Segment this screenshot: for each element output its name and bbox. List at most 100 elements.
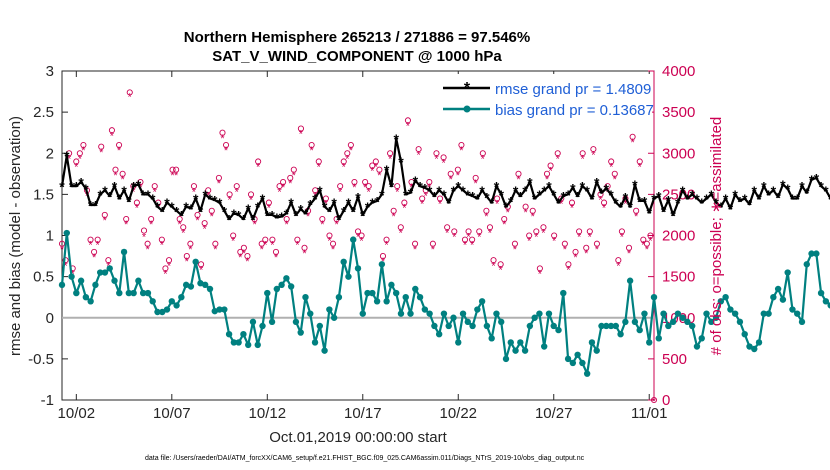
bias-point <box>488 335 495 342</box>
rmse-point: * <box>107 189 113 205</box>
obs-assimilated-marker: * <box>242 248 247 260</box>
bias-point <box>116 289 123 297</box>
obs-assimilated-marker: * <box>466 232 471 244</box>
rmse-point: * <box>331 195 337 211</box>
obs-possible-marker <box>522 203 529 210</box>
obs-assimilated-marker: * <box>128 92 133 104</box>
obs-possible-marker <box>183 253 190 260</box>
obs-possible-marker <box>483 207 490 214</box>
obs-possible-marker <box>486 224 494 231</box>
rmse-point: * <box>494 179 500 195</box>
obs-possible-marker <box>126 89 133 96</box>
obs-assimilated-marker: * <box>477 232 482 244</box>
rmse-point: * <box>742 191 748 207</box>
obs-possible-marker <box>212 240 219 247</box>
bias-point <box>679 314 686 321</box>
rmse-point: * <box>522 183 528 199</box>
obs-assimilated-marker: * <box>231 236 236 248</box>
bias-point <box>326 306 333 313</box>
bias-point <box>416 293 424 301</box>
rmse-point: * <box>503 199 509 215</box>
obs-assimilated-marker: * <box>92 252 97 264</box>
bias-point <box>435 331 443 338</box>
y-axis-right-label: # of obs: o=possible; ∗=assimilated <box>708 117 725 356</box>
obs-assimilated-marker: * <box>416 149 421 161</box>
rmse-point: * <box>231 206 237 222</box>
rmse-point: * <box>255 199 261 215</box>
obs-assimilated-marker: * <box>131 186 136 198</box>
rmse-point: * <box>97 187 103 203</box>
rmse-point: * <box>370 195 376 211</box>
obs-possible-marker <box>633 207 640 214</box>
obs-assimilated-marker: * <box>338 186 343 198</box>
obs-possible-marker <box>436 195 444 202</box>
obs-assimilated-marker: * <box>602 203 607 215</box>
obs-assimilated-marker: * <box>252 219 257 231</box>
obs-assimilated-marker: * <box>552 236 557 248</box>
obs-assimilated-marker: * <box>285 219 290 231</box>
obs-assimilated-marker: * <box>427 182 432 194</box>
rmse-point: * <box>556 195 562 211</box>
obs-assimilated-marker: * <box>260 244 265 256</box>
bias-point <box>550 322 557 330</box>
obs-possible-marker <box>515 170 522 177</box>
bias-point <box>564 355 572 363</box>
obs-possible-marker <box>283 215 290 223</box>
bias-point <box>168 298 176 305</box>
rmse-point: * <box>632 177 638 193</box>
rmse-point: * <box>126 193 132 209</box>
obs-assimilated-marker: * <box>367 186 372 198</box>
rmse-point: * <box>456 179 462 195</box>
bias-point <box>87 298 94 305</box>
bias-point <box>636 326 643 334</box>
rmse-point: * <box>618 199 624 215</box>
rmse-point: * <box>398 154 404 170</box>
obs-possible-marker <box>105 257 112 264</box>
rmse-point: * <box>408 185 414 201</box>
obs-possible-marker <box>529 207 536 214</box>
obs-possible-marker <box>329 240 337 247</box>
bias-point <box>431 322 438 330</box>
obs-possible-marker <box>226 191 233 198</box>
bias-point <box>660 310 667 317</box>
obs-possible-marker <box>394 183 401 190</box>
obs-assimilated-marker: * <box>178 219 183 231</box>
obs-possible-marker <box>647 232 654 239</box>
bias-point <box>283 275 290 282</box>
bias-point <box>402 293 409 301</box>
rmse-point: * <box>484 189 490 205</box>
rmse-point: * <box>551 187 557 203</box>
obs-assimilated-marker: * <box>388 153 393 165</box>
bias-point <box>712 314 720 321</box>
obs-assimilated-marker: * <box>267 203 272 215</box>
rmse-point: * <box>422 180 428 196</box>
bias-point <box>244 341 252 349</box>
obs-possible-marker <box>222 141 230 149</box>
bias-point <box>225 331 233 338</box>
obs-possible-marker <box>91 248 98 255</box>
bias-point <box>817 289 825 297</box>
obs-assimilated-marker: * <box>588 232 593 244</box>
bias-point <box>254 341 261 349</box>
obs-assimilated-marker: * <box>513 244 518 256</box>
obs-assimilated-marker: * <box>399 227 404 239</box>
obs-assimilated-marker: * <box>402 203 407 215</box>
obs-possible-marker <box>593 240 600 247</box>
rmse-point: * <box>245 201 251 217</box>
obs-assimilated-marker: * <box>81 145 86 157</box>
bias-point <box>794 310 801 317</box>
bias-point <box>235 339 242 346</box>
bias-point <box>92 281 99 289</box>
bias-point <box>631 318 639 326</box>
rmse-point: * <box>818 179 824 195</box>
obs-possible-marker <box>340 158 347 165</box>
obs-assimilated-marker: * <box>548 166 553 178</box>
bias-point <box>545 310 553 317</box>
obs-assimilated-marker: * <box>270 240 275 252</box>
data-file-footer: data file: /Users/raeder/DAI/ATM_forcXX/… <box>145 455 585 462</box>
rmse-point: * <box>360 207 366 223</box>
rmse-point: * <box>303 206 309 222</box>
obs-possible-marker <box>379 253 387 260</box>
rmse-point: * <box>775 189 781 205</box>
